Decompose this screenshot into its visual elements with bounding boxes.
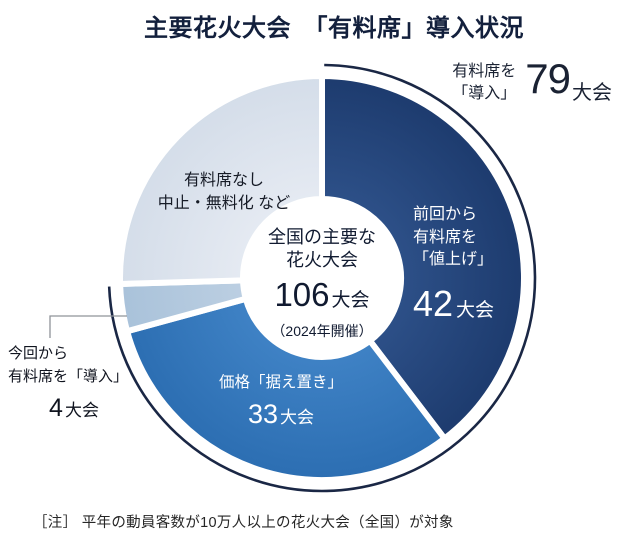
label-newly-numrow: 4 大会 [8,390,140,428]
label-line: 有料席なし [183,172,264,189]
label-center-year: （2024年開催） [271,322,373,339]
label-donut-center: 全国の主要な 花火大会 106 大会 （2024年開催） [237,226,407,341]
slice-raised [319,73,527,442]
outer-arc-introduced [107,63,537,493]
label-line: 全国の主要な [268,227,376,247]
label-center-value: 106 [274,275,330,313]
label-slice-unchanged: 価格「据え置き」 33 大会 [201,372,361,433]
label-line: 中止・無料化 など [157,194,291,212]
label-introduced-unit: 大会 [572,82,612,104]
label-line: 今回から [8,345,69,362]
label-raised-unit: 大会 [456,300,495,322]
label-newly-unit: 大会 [64,401,99,420]
label-line: 有料席を [452,63,517,80]
label-line: 前回から [413,206,478,223]
leader-line-newly-introduced [49,315,127,338]
label-unchanged-numrow: 33 大会 [201,396,361,434]
label-center-unit: 大会 [331,289,370,311]
label-line: 「値上げ」 [413,251,494,269]
slice-unchanged [124,295,448,483]
label-center-numrow: 106 大会 [237,276,407,314]
label-line: 有料席を [413,228,478,246]
label-introduced-total: 有料席を 「導入」 79 大会 [452,56,612,105]
label-unchanged-value: 33 [247,398,279,429]
label-slice-no-paid-seats: 有料席なし 中止・無料化 など [148,170,300,215]
label-slice-raised: 前回から 有料席を 「値上げ」 42 大会 [413,204,494,329]
label-line: 有料席を「導入」 [8,367,129,385]
slice-no-paid-seats [117,73,325,287]
footnote: ［注］ 平年の動員客数が10万人以上の花火大会（全国）が対象 [33,515,454,531]
chart-title: 主要花火大会 「有料席」導入状況 [144,15,524,42]
label-newly-value: 4 [49,394,63,422]
label-raised-value: 42 [413,283,454,325]
label-introduced-text: 有料席を 「導入」 [452,56,516,105]
label-unchanged-unit: 大会 [280,407,315,427]
label-introduced-value: 79 [525,55,571,102]
label-line: 価格「据え置き」 [218,374,343,391]
label-slice-newly-introduced: 今回から 有料席を「導入」 4 大会 [8,343,140,428]
label-raised-numrow: 42 大会 [413,278,494,329]
label-line: 「導入」 [452,85,517,103]
label-line: 花火大会 [286,250,358,271]
